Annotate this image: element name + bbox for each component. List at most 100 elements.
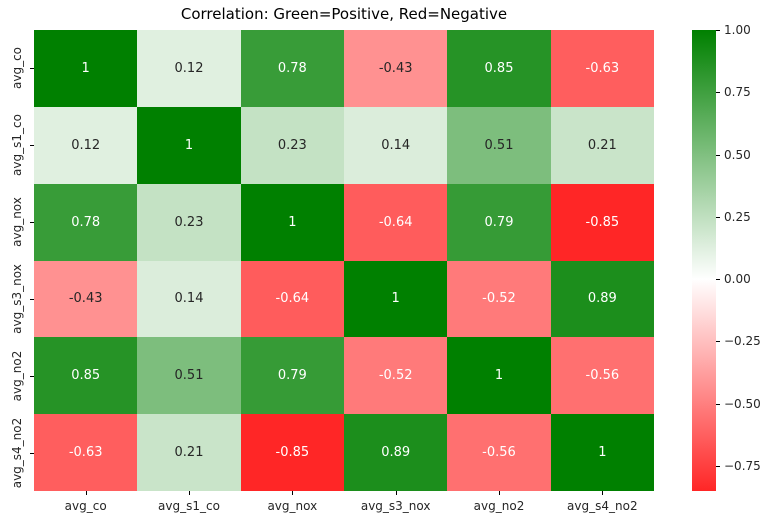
x-axis-label: avg_s4_no2 xyxy=(567,499,638,513)
heatmap-cell: 0.23 xyxy=(137,183,241,261)
heatmap-cell: 0.89 xyxy=(344,414,448,491)
cell-value: 0.79 xyxy=(277,368,307,384)
heatmap-cell: 0.79 xyxy=(447,183,551,261)
colorbar-tick-label: 0.50 xyxy=(724,147,751,162)
y-axis-label: avg_s1_co xyxy=(10,114,24,177)
colorbar-tick-label: 0.25 xyxy=(724,209,751,224)
colorbar-tick-label: 0.75 xyxy=(724,85,751,100)
heatmap-cell: 0.51 xyxy=(447,106,551,184)
cell-value: 0.12 xyxy=(71,137,101,153)
cell-value: 1 xyxy=(598,445,607,461)
cell-value: -0.64 xyxy=(378,214,413,230)
heatmap-cell: 0.23 xyxy=(240,106,344,184)
colorbar-tick-label: −0.75 xyxy=(724,459,761,474)
cell-value: 0.14 xyxy=(381,137,411,153)
colorbar-tick-label: 0.00 xyxy=(724,272,751,287)
x-axis-tick xyxy=(499,491,500,495)
heatmap-cell: 0.12 xyxy=(137,30,241,107)
y-axis-label: avg_s3_nox xyxy=(10,264,24,334)
cell-value: 0.78 xyxy=(71,214,101,230)
cell-value: 1 xyxy=(391,291,400,307)
heatmap-cell: 0.79 xyxy=(240,337,344,415)
y-axis-label: avg_s4_no2 xyxy=(10,417,24,488)
x-axis-label: avg_s1_co xyxy=(158,499,220,513)
cell-value: -0.85 xyxy=(585,214,620,230)
heatmap-cell: 0.21 xyxy=(550,106,654,184)
heatmap-cell: 1 xyxy=(550,414,654,491)
y-axis-label: avg_no2 xyxy=(10,350,24,402)
heatmap-cell: -0.56 xyxy=(447,414,551,491)
cell-value: 0.23 xyxy=(277,137,307,153)
heatmap-cell: -0.52 xyxy=(447,260,551,338)
heatmap-cell: 0.78 xyxy=(240,30,344,107)
cell-value: 0.12 xyxy=(174,60,204,76)
y-axis-label: avg_co xyxy=(10,47,24,90)
cell-value: -0.52 xyxy=(378,368,413,384)
x-axis-tick xyxy=(602,491,604,495)
cell-value: 0.51 xyxy=(484,137,514,153)
heatmap-cell: 1 xyxy=(240,183,344,261)
cell-value: -0.56 xyxy=(482,445,516,461)
heatmap-cell: -0.56 xyxy=(550,337,654,415)
colorbar-tick xyxy=(716,216,720,218)
heatmap-cell: -0.63 xyxy=(34,414,138,491)
cell-value: -0.64 xyxy=(275,291,310,307)
x-axis-label: avg_no2 xyxy=(473,499,525,513)
x-axis-tick xyxy=(189,491,190,495)
y-axis-tick xyxy=(30,145,34,147)
cell-value: 0.89 xyxy=(381,445,411,461)
heatmap-cell: -0.63 xyxy=(550,30,654,107)
colorbar-tick xyxy=(716,466,720,468)
colorbar-tick xyxy=(716,341,720,343)
cell-value: 1 xyxy=(288,214,297,230)
heatmap-cell: 0.14 xyxy=(344,106,448,184)
heatmap-cell: -0.64 xyxy=(240,260,344,338)
colorbar-tick xyxy=(716,279,720,281)
cell-value: 1 xyxy=(184,137,194,153)
colorbar xyxy=(692,30,716,491)
y-axis-tick xyxy=(30,298,34,300)
cell-value: 0.21 xyxy=(587,137,617,153)
heatmap-cell: 0.21 xyxy=(137,414,241,491)
heatmap-cell: 1 xyxy=(447,337,551,415)
heatmap-cell: 0.14 xyxy=(137,260,241,338)
colorbar-tick-label: −0.50 xyxy=(724,396,761,411)
heatmap-cell: 1 xyxy=(137,106,241,184)
colorbar-tick xyxy=(716,30,720,31)
cell-value: -0.43 xyxy=(378,60,413,76)
cell-value: 0.85 xyxy=(484,60,514,76)
x-axis-tick xyxy=(395,491,397,495)
colorbar-tick-label: −0.25 xyxy=(724,334,761,349)
cell-value: 0.89 xyxy=(587,291,617,307)
cell-value: 0.14 xyxy=(174,291,204,307)
heatmap-cell: 1 xyxy=(344,260,448,338)
y-axis-tick xyxy=(30,375,34,377)
heatmap-cell: 0.51 xyxy=(137,337,241,415)
cell-value: 0.23 xyxy=(174,214,204,230)
colorbar-tick xyxy=(716,154,720,156)
cell-value: -0.52 xyxy=(482,291,516,307)
cell-value: 0.85 xyxy=(71,368,101,384)
heatmap-cell: -0.43 xyxy=(34,260,138,338)
x-axis-label: avg_co xyxy=(64,499,107,513)
cell-value: 1 xyxy=(494,368,504,384)
heatmap-cell: -0.43 xyxy=(344,30,448,107)
heatmap-cell: 0.12 xyxy=(34,106,138,184)
x-axis-tick xyxy=(292,491,294,495)
cell-value: -0.43 xyxy=(68,291,103,307)
heatmap-cell: 0.89 xyxy=(550,260,654,338)
colorbar-tick xyxy=(716,92,720,94)
cell-value: -0.85 xyxy=(275,445,310,461)
cell-value: 1 xyxy=(81,60,90,76)
heatmap-cell: -0.85 xyxy=(240,414,344,491)
heatmap-cell: 0.85 xyxy=(447,30,551,107)
heatmap-cell: 0.85 xyxy=(34,337,138,415)
cell-value: 0.78 xyxy=(277,60,307,76)
chart-title: Correlation: Green=Positive, Red=Negativ… xyxy=(180,5,508,23)
cell-value: -0.63 xyxy=(585,60,620,76)
y-axis-tick xyxy=(30,222,34,224)
cell-value: -0.63 xyxy=(68,445,103,461)
heatmap-cell: 0.78 xyxy=(34,183,138,261)
y-axis-label: avg_nox xyxy=(10,197,24,247)
y-axis-tick xyxy=(30,68,34,70)
